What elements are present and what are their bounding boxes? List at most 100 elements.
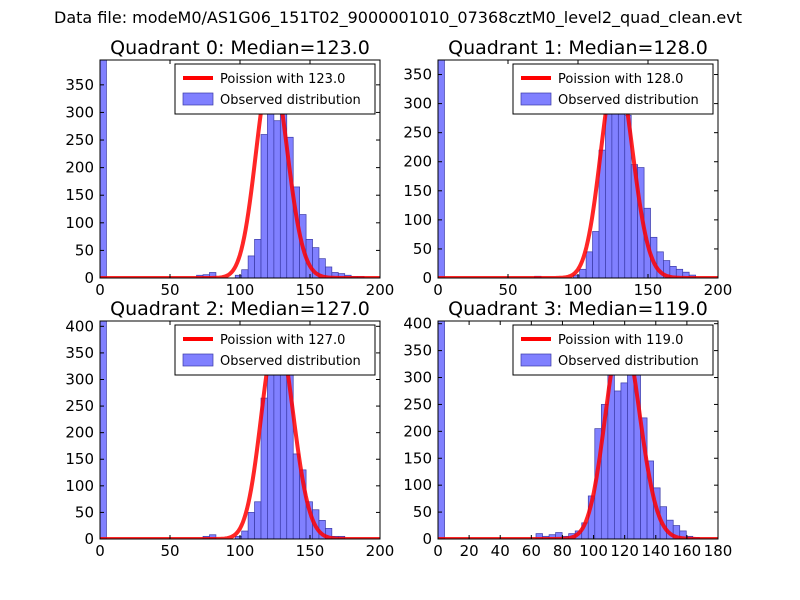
- quadrant-2-poisson-curve: [100, 329, 380, 539]
- quadrant-2-xtick-label-4: 200: [366, 542, 395, 560]
- quadrant-1-bar-0: [438, 60, 445, 278]
- quadrant-2-legend-label-observed: Observed distribution: [220, 354, 361, 369]
- quadrant-1-panel: 0 50 100 150 200 0 50 100 150 200 250 300 350 Quadran…: [403, 37, 732, 299]
- quadrant-3-ytick-label-7: 350: [403, 342, 432, 360]
- quadrant-0-xtick-label-2: 100: [226, 281, 255, 299]
- quadrant-3-legend-label-observed: Observed distribution: [558, 354, 699, 369]
- quadrant-1-plot-area: [438, 60, 718, 278]
- quadrant-0-legend-bar-swatch: [182, 92, 214, 106]
- quadrant-0-ytick-label-6: 300: [65, 103, 94, 121]
- quadrant-3-legend: Poission with 119.0 Observed distribution: [512, 324, 714, 376]
- quadrant-0-bar-5: [241, 269, 249, 278]
- quadrant-2-bar-6: [254, 501, 262, 539]
- quadrant-2-ytick-label-7: 350: [65, 344, 94, 362]
- quadrant-3-legend-bar-swatch: [520, 353, 552, 367]
- quadrant-1-ytick-label-3: 150: [403, 182, 432, 200]
- quadrant-0-ytick-label-4: 200: [65, 159, 94, 177]
- quadrant-0-xtick-label-4: 200: [366, 281, 395, 299]
- quadrant-3-ytick-label-1: 50: [413, 503, 432, 521]
- quadrant-0-bar-7: [254, 239, 262, 278]
- quadrant-0-ytick-label-0: 0: [84, 269, 94, 287]
- quadrant-1-bar-8: [611, 97, 619, 278]
- quadrant-3-xtick-label-9: 180: [704, 542, 733, 560]
- quadrant-0-ytick-label-7: 350: [65, 76, 94, 94]
- quadrant-2-bar-4: [241, 530, 249, 539]
- quadrant-2-xtick-label-3: 150: [296, 542, 325, 560]
- quadrant-3-xtick-label-5: 100: [579, 542, 608, 560]
- quadrant-2-ytick-label-0: 0: [84, 530, 94, 548]
- quadrant-1-ytick-label-6: 300: [403, 95, 432, 113]
- quadrant-1-bar-7: [605, 109, 613, 278]
- quadrant-3-title: Quadrant 3: Median=119.0: [448, 298, 708, 320]
- quadrant-1-poisson-curve: [438, 66, 718, 278]
- subplot-grid: 0 50 100 150 200050100150200250300350Quadran…: [65, 37, 732, 560]
- quadrant-1-xtick-label-1: 50: [498, 281, 517, 299]
- quadrant-3-ytick-label-4: 200: [403, 422, 432, 440]
- quadrant-1-bar-3: [579, 268, 587, 278]
- quadrant-3-legend-label-poisson: Poission with 119.0: [558, 333, 683, 348]
- quadrant-1-title: Quadrant 1: Median=128.0: [448, 37, 708, 59]
- quadrant-3-poisson-curve: [438, 329, 718, 539]
- quadrant-3-xtick-label-0: 0: [433, 542, 443, 560]
- quadrant-2-bar-5: [247, 512, 255, 539]
- quadrant-0-bar-9: [267, 98, 275, 278]
- quadrant-1-ytick-label-0: 0: [422, 269, 432, 287]
- quadrant-1-legend: Poission with 128.0 Observed distribution: [512, 63, 714, 115]
- quadrant-0-xtick-label-3: 150: [296, 281, 325, 299]
- quadrant-3-ytick-label-3: 150: [403, 449, 432, 467]
- quadrant-0-legend-label-observed: Observed distribution: [220, 93, 361, 108]
- quadrant-2-xtick-label-0: 0: [95, 542, 105, 560]
- quadrant-2-ytick-label-4: 200: [65, 424, 94, 442]
- quadrant-1-xtick-label-2: 100: [564, 281, 593, 299]
- quadrant-3-ytick-label-5: 250: [403, 395, 432, 413]
- quadrant-0-bar-8: [260, 134, 268, 278]
- quadrant-1-ytick-label-1: 50: [413, 240, 432, 258]
- figure-suptitle: Data file: modeM0/AS1G06_151T02_90000010…: [54, 8, 742, 28]
- quadrant-0-ytick-label-3: 150: [65, 186, 94, 204]
- quadrant-2-panel: 0 50 100 150 200 0 50 100 150 200 250 300 350 400 Quad…: [65, 298, 394, 560]
- quadrant-2-xtick-label-1: 50: [160, 542, 179, 560]
- quadrant-3-xtick-label-6: 120: [610, 542, 639, 560]
- quadrant-0-ytick-label-1: 50: [75, 241, 94, 259]
- quadrant-1-bar-4: [585, 251, 593, 278]
- quadrant-0-ytick-label-2: 100: [65, 214, 94, 232]
- quadrant-2-legend-label-poisson: Poission with 127.0: [220, 333, 345, 348]
- quadrant-3-axes-frame: [437, 320, 719, 540]
- quadrant-2-legend: Poission with 127.0 Observed distribution: [174, 324, 376, 376]
- quadrant-0-bar-3: [209, 272, 217, 278]
- quadrant-1-legend-label-poisson: Poission with 128.0: [558, 72, 683, 87]
- quadrant-0-xtick-label-1: 50: [160, 281, 179, 299]
- quadrant-2-xtick-label-2: 100: [226, 542, 255, 560]
- quadrant-3-xtick-label-4: 80: [553, 542, 572, 560]
- quadrant-2-bar-0: [100, 321, 107, 539]
- quadrant-3-bar-14: [620, 382, 628, 539]
- quadrant-0-legend: Poission with 123.0 Observed distribution: [174, 63, 376, 115]
- quadrant-1-bar-9: [617, 85, 626, 278]
- quadrant-0-bar-10: [273, 120, 281, 278]
- quadrant-3-bar-0: [438, 321, 445, 539]
- quadrant-2-ytick-label-1: 50: [75, 503, 94, 521]
- quadrant-1-xtick-label-3: 150: [634, 281, 663, 299]
- quadrant-2-ytick-label-5: 250: [65, 397, 94, 415]
- quadrant-1-ytick-label-7: 350: [403, 66, 432, 84]
- quadrant-0-ytick-label-5: 250: [65, 131, 94, 149]
- quadrant-1-legend-label-observed: Observed distribution: [558, 93, 699, 108]
- quadrant-3-panel: 0 20 40 60 80 100 120 140 160 1800501001502002503…: [403, 298, 732, 560]
- quadrant-0-bar-0: [100, 60, 107, 278]
- quadrant-1-ytick-label-2: 100: [403, 211, 432, 229]
- quadrant-1-xtick-label-4: 200: [704, 281, 733, 299]
- quadrant-3-xtick-label-7: 140: [641, 542, 670, 560]
- quadrant-1-ytick-label-4: 200: [403, 153, 432, 171]
- quadrant-1-bar-5: [592, 231, 600, 278]
- quadrant-3-ytick-label-2: 100: [403, 476, 432, 494]
- quadrant-3-ytick-label-0: 0: [422, 530, 432, 548]
- quadrant-3-bar-15: [627, 361, 635, 539]
- quadrant-2-ytick-label-2: 100: [65, 477, 94, 495]
- quadrant-3-bar-13: [614, 390, 622, 539]
- quadrant-1-ytick-label-5: 250: [403, 124, 432, 142]
- quadrant-1-xtick-label-0: 0: [433, 281, 443, 299]
- quadrant-3-xtick-label-1: 20: [460, 542, 479, 560]
- quadrant-0-title: Quadrant 0: Median=123.0: [110, 37, 370, 59]
- quadrant-0-panel: 0 50 100 150 200 0 50 100 150 200 250 300 350 Quadran…: [65, 37, 394, 299]
